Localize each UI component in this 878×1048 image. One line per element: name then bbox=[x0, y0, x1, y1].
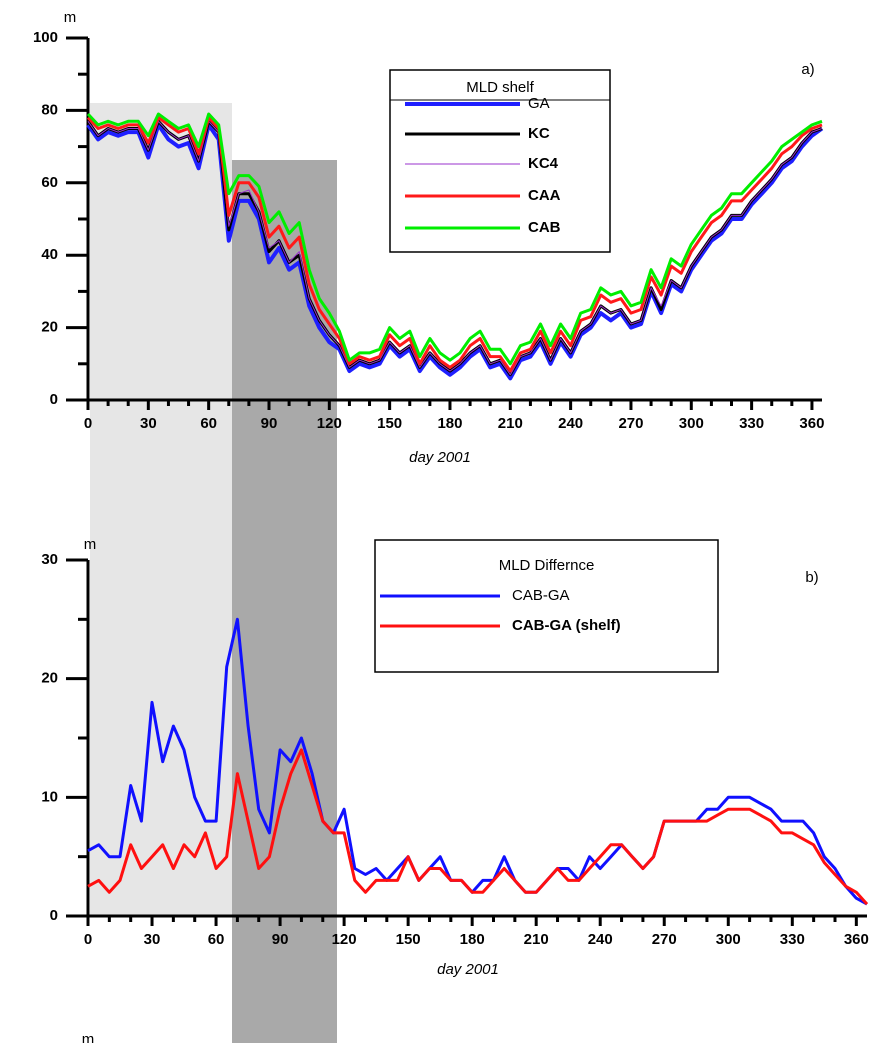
x-axis-label: day 2001 bbox=[409, 449, 471, 466]
x-tick-label: 180 bbox=[437, 415, 462, 432]
x-tick-label: 120 bbox=[317, 415, 342, 432]
y-tick-label: 0 bbox=[50, 907, 58, 924]
panel-label: b) bbox=[805, 569, 818, 586]
x-tick-label: 180 bbox=[460, 931, 485, 948]
y-tick-label: 60 bbox=[41, 174, 58, 191]
x-tick-label: 90 bbox=[272, 931, 289, 948]
x-tick-label: 120 bbox=[332, 931, 357, 948]
x-tick-label: 360 bbox=[844, 931, 869, 948]
y-tick-label: 0 bbox=[50, 391, 58, 408]
data-line bbox=[86, 116, 823, 373]
x-tick-label: 300 bbox=[716, 931, 741, 948]
data-line bbox=[87, 120, 823, 376]
y-tick-label: 20 bbox=[41, 670, 58, 687]
data-line bbox=[86, 122, 824, 381]
x-tick-label: 210 bbox=[498, 415, 523, 432]
light-shading bbox=[90, 103, 232, 916]
x-tick-label: 270 bbox=[618, 415, 643, 432]
x-tick-label: 90 bbox=[261, 415, 278, 432]
legend-label: CAB-GA bbox=[512, 587, 570, 604]
x-tick-label: 360 bbox=[799, 415, 824, 432]
legend-title: MLD Differnce bbox=[499, 557, 595, 574]
legend-label: CAB-GA (shelf) bbox=[512, 617, 621, 634]
x-tick-label: 330 bbox=[739, 415, 764, 432]
legend-label: CAA bbox=[528, 187, 561, 204]
x-tick-label: 0 bbox=[84, 931, 92, 948]
x-tick-label: 60 bbox=[208, 931, 225, 948]
y-tick-label: 100 bbox=[33, 29, 58, 46]
x-tick-label: 270 bbox=[652, 931, 677, 948]
y-unit: m bbox=[84, 536, 97, 553]
x-tick-label: 330 bbox=[780, 931, 805, 948]
x-tick-label: 150 bbox=[396, 931, 421, 948]
x-tick-label: 300 bbox=[679, 415, 704, 432]
x-tick-label: 150 bbox=[377, 415, 402, 432]
y-tick-label: 10 bbox=[41, 788, 58, 805]
legend-label: KC bbox=[528, 125, 550, 142]
legend-label: CAB bbox=[528, 219, 561, 236]
y-tick-label: 40 bbox=[41, 246, 58, 263]
data-line bbox=[86, 112, 823, 366]
dark-shading bbox=[232, 160, 337, 1043]
y-tick-label: 80 bbox=[41, 101, 58, 118]
x-tick-label: 30 bbox=[144, 931, 161, 948]
data-line bbox=[87, 617, 868, 906]
x-tick-label: 210 bbox=[524, 931, 549, 948]
x-tick-label: 240 bbox=[558, 415, 583, 432]
x-tick-label: 240 bbox=[588, 931, 613, 948]
data-line bbox=[87, 748, 869, 906]
x-tick-label: 0 bbox=[84, 415, 92, 432]
cut-off-label: m bbox=[82, 1031, 95, 1043]
x-axis-label: day 2001 bbox=[437, 961, 499, 978]
legend-box bbox=[389, 69, 611, 253]
legend-label: GA bbox=[528, 95, 550, 112]
y-unit: m bbox=[64, 9, 77, 26]
y-tick-label: 20 bbox=[41, 319, 58, 336]
panel-label: a) bbox=[801, 61, 814, 78]
x-tick-label: 30 bbox=[140, 415, 157, 432]
y-tick-label: 30 bbox=[41, 551, 58, 568]
legend-label: KC4 bbox=[528, 155, 559, 172]
x-tick-label: 60 bbox=[200, 415, 217, 432]
legend-box bbox=[374, 539, 719, 673]
legend-title: MLD shelf bbox=[466, 79, 534, 96]
